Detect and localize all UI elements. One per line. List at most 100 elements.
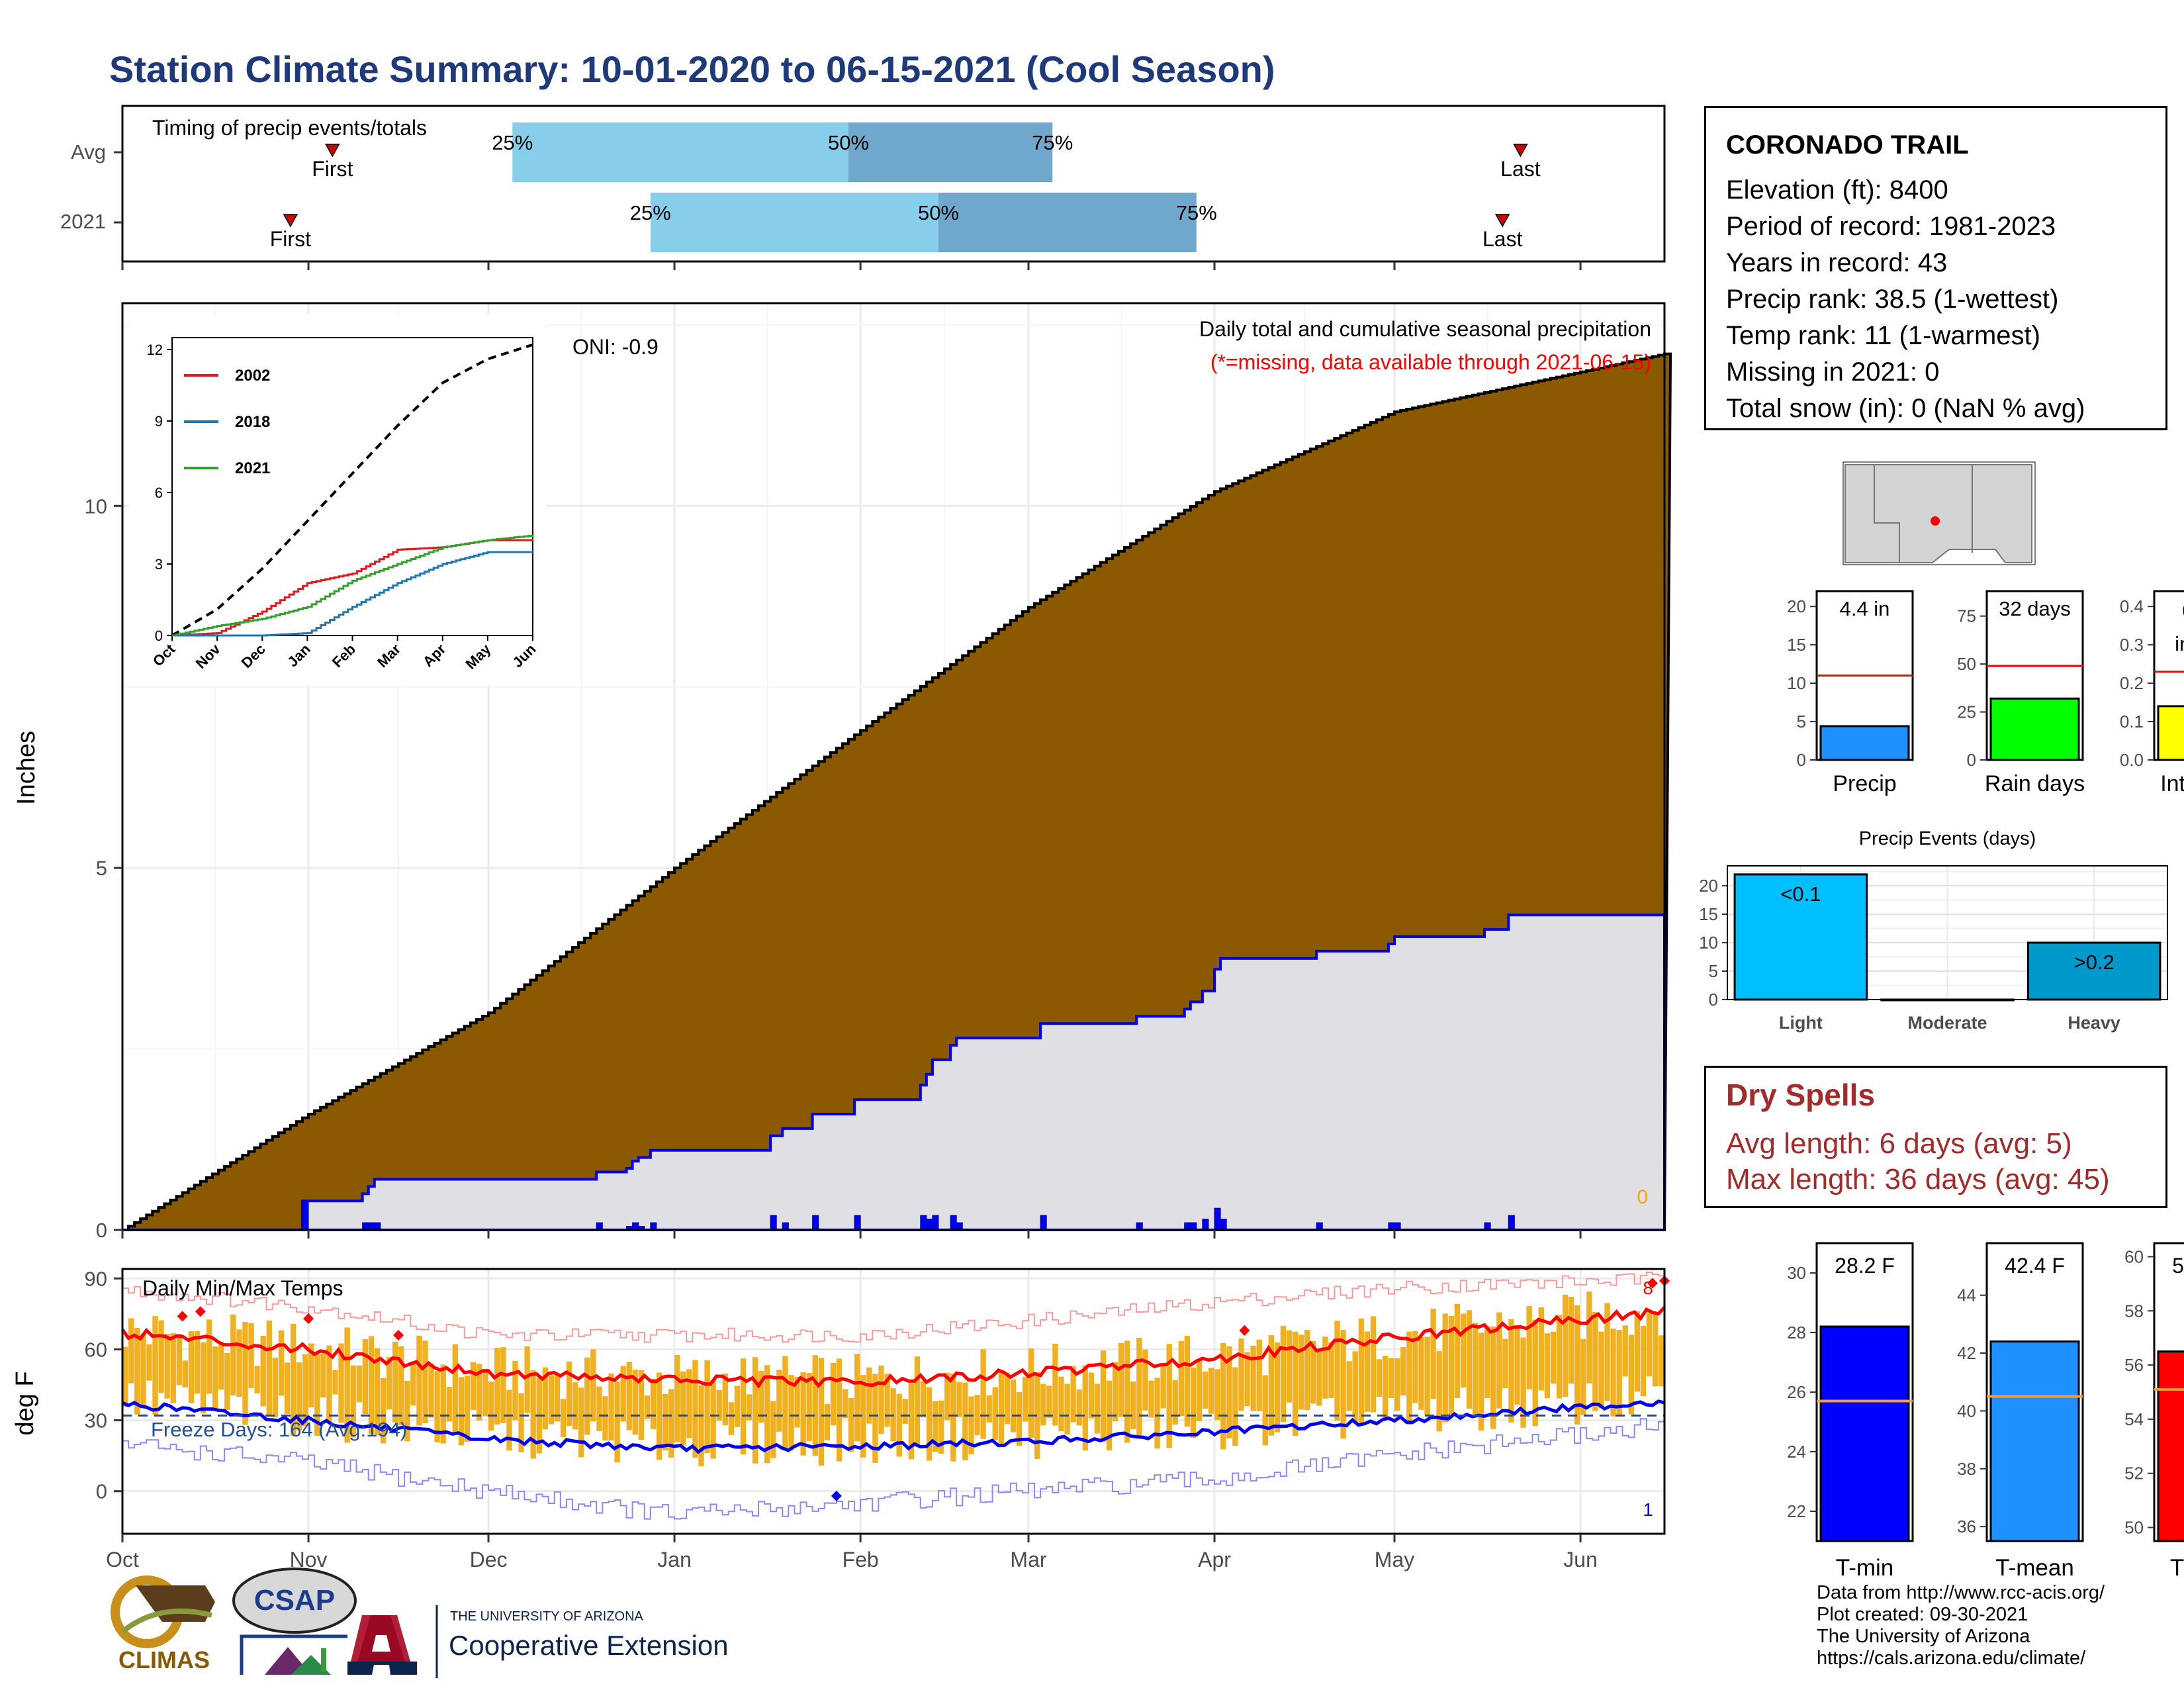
footer-line-url: https://cals.arizona.edu/climate/ <box>1817 1648 2086 1669</box>
mini-tick-label: 50 <box>1957 654 1976 674</box>
main-chart-svg: 25% 50% 75% First Last 25% 50% 75% First Last Tim… <box>11 105 1672 1678</box>
temp-daily-bar <box>464 1375 471 1442</box>
temp-daily-bar <box>170 1333 176 1403</box>
temp-daily-bar <box>302 1354 308 1427</box>
temp-daily-bar <box>1526 1306 1532 1389</box>
temp-daily-bar <box>1646 1312 1653 1377</box>
temp-daily-bar <box>908 1383 915 1460</box>
temp-daily-bar <box>656 1372 662 1460</box>
temp-daily-bar <box>956 1382 962 1417</box>
mini-bar-1 <box>1989 697 2080 761</box>
ua-small-text: THE UNIVERSITY OF ARIZONA <box>450 1609 644 1624</box>
daily-precip-bar-1 <box>362 1222 369 1231</box>
mini-label-1: Rain days <box>1985 771 2085 796</box>
temp-daily-bar <box>776 1370 782 1432</box>
temp-daily-bar <box>194 1331 201 1394</box>
temp-daily-bar <box>1046 1385 1052 1419</box>
temp-daily-bar <box>1448 1315 1454 1415</box>
temp-daily-bar <box>698 1385 704 1467</box>
temp-daily-bar <box>1184 1335 1191 1427</box>
temp-daily-bar <box>1238 1338 1244 1411</box>
temp-daily-bar <box>1022 1376 1028 1422</box>
inset-line-2021 <box>172 535 534 637</box>
temp-daily-bar <box>974 1395 980 1436</box>
month-axis: Oct Nov Dec Jan Feb Mar Apr May Jun <box>106 1230 1598 1571</box>
temp-daily-bar <box>1052 1343 1058 1426</box>
temp-daily-bar <box>1268 1335 1274 1436</box>
temp-summary-value-1: 42.4 F <box>2005 1254 2065 1278</box>
temp-y-tick-label: 0 <box>96 1480 107 1503</box>
temp-daily-bar <box>1160 1364 1166 1409</box>
temp-daily-bar <box>1532 1319 1538 1427</box>
temp-daily-bar <box>770 1401 776 1458</box>
timing-p50-label: 50% <box>918 201 959 224</box>
temp-daily-bar <box>1076 1389 1082 1426</box>
month-label: May <box>1375 1548 1414 1571</box>
record-high-marker-4 <box>1239 1325 1250 1336</box>
temp-daily-bar <box>266 1320 272 1417</box>
temp-daily-bar <box>1142 1349 1148 1411</box>
temp-daily-bar <box>842 1389 848 1419</box>
timing-row-avg-label: Avg <box>71 140 106 164</box>
timing-p25-label: 25% <box>492 131 533 154</box>
temp-daily-bar <box>1550 1331 1557 1384</box>
temp-daily-bar <box>716 1389 722 1421</box>
temp-daily-bar <box>158 1320 164 1393</box>
mini-tick-label: 0 <box>1967 750 1976 770</box>
timing-p25-label: 25% <box>630 201 671 224</box>
precip-y-tick-label: 5 <box>96 857 107 880</box>
inset-y-tick-label: 12 <box>147 342 163 358</box>
temp-daily-bar <box>740 1358 747 1455</box>
temp-daily-bar <box>1148 1380 1154 1418</box>
daily-precip-bar-12 <box>854 1215 861 1231</box>
temp-daily-bar <box>140 1334 146 1409</box>
temp-daily-bar <box>1322 1336 1328 1399</box>
daily-precip-bar-14 <box>926 1219 933 1231</box>
temp-daily-bar <box>1094 1383 1101 1434</box>
temp-daily-bar <box>350 1365 356 1438</box>
temp-daily-bar <box>1070 1366 1076 1423</box>
temp-daily-bar <box>722 1373 728 1426</box>
inset-legend-label-2021: 2021 <box>235 459 270 477</box>
mini-tick-label: 0.2 <box>2120 673 2144 693</box>
temp-daily-bar <box>674 1354 680 1442</box>
temp-daily-bar <box>1604 1303 1610 1401</box>
temp-daily-bar <box>506 1389 512 1451</box>
temp-daily-bar <box>1430 1308 1436 1399</box>
temp-daily-bar <box>614 1381 620 1462</box>
daily-precip-bar-17 <box>956 1222 963 1231</box>
timing-first-label: First <box>270 227 311 251</box>
temp-daily-bar <box>1124 1340 1130 1443</box>
csap-logo-text: CSAP <box>254 1584 335 1617</box>
temp-summary-tick-label: 60 <box>2124 1246 2144 1266</box>
events-x-label: Heavy <box>2068 1013 2120 1033</box>
temp-avg-min-line <box>121 1399 1665 1454</box>
month-label: Apr <box>1198 1548 1231 1571</box>
station-line-precip-rank: Precip rank: 38.5 (1-wettest) <box>1726 285 2059 314</box>
temp-daily-bar <box>1310 1340 1316 1404</box>
temp-summary-tick-label: 26 <box>1787 1382 1806 1402</box>
temp-daily-bar <box>1640 1325 1647 1397</box>
timing-p75-label: 75% <box>1176 201 1217 224</box>
temp-daily-bar <box>1394 1358 1400 1411</box>
temp-daily-bar <box>1016 1392 1023 1446</box>
precip-missing-count: 0 <box>1637 1186 1648 1208</box>
temp-daily-bar <box>1508 1319 1514 1423</box>
daily-precip-bar-25 <box>1316 1222 1323 1231</box>
temp-daily-bar <box>290 1323 296 1436</box>
temp-daily-bar <box>554 1374 561 1422</box>
mini-tick-label: 0.4 <box>2120 596 2144 616</box>
dry-spells-box: Dry Spells Avg length: 6 days (avg: 5) M… <box>1704 1066 2167 1208</box>
temp-daily-bar <box>1556 1315 1563 1399</box>
temp-daily-bar <box>152 1316 158 1415</box>
temp-daily-bar <box>434 1371 440 1442</box>
footer-line-created: Plot created: 09-30-2021 <box>1817 1604 2028 1625</box>
inset-legend-label-2018: 2018 <box>235 413 270 431</box>
temp-daily-bar <box>1502 1338 1508 1389</box>
temp-daily-bar <box>1592 1312 1598 1411</box>
temp-daily-bar <box>1088 1372 1094 1419</box>
temp-daily-bar <box>812 1355 818 1456</box>
daily-precip-bar-2 <box>368 1222 375 1231</box>
temp-daily-bar <box>1220 1343 1226 1450</box>
temp-daily-bar <box>1154 1378 1160 1449</box>
